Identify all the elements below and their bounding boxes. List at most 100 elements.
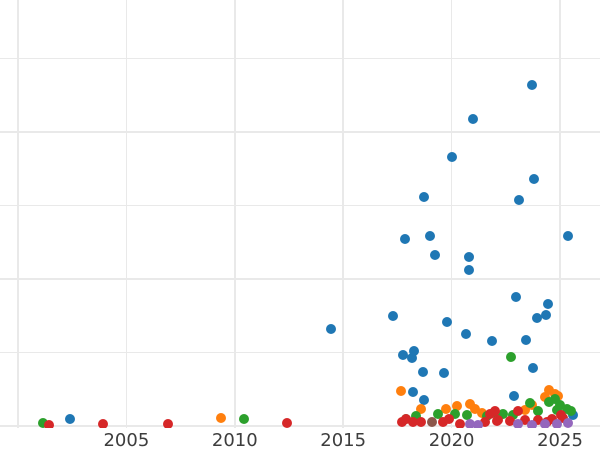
data-point-orange	[216, 412, 227, 423]
horizontal-gridline	[0, 204, 600, 207]
data-point-red	[533, 415, 544, 426]
data-point-blue	[424, 230, 435, 241]
data-point-blue	[463, 265, 474, 276]
x-tick-label: 2010	[211, 430, 258, 450]
data-point-purple	[526, 419, 537, 428]
data-point-green	[498, 408, 509, 419]
data-point-blue	[419, 192, 430, 203]
data-point-orange	[416, 404, 427, 415]
data-point-blue	[442, 317, 453, 328]
data-point-purple	[563, 418, 574, 428]
data-point-blue	[398, 349, 409, 360]
data-point-green	[37, 418, 48, 428]
horizontal-gridline	[0, 425, 600, 427]
data-point-green	[461, 409, 472, 420]
data-point-blue	[463, 251, 474, 262]
data-point-green	[411, 411, 422, 422]
data-point-red	[546, 413, 557, 424]
plot-area	[0, 0, 600, 428]
data-point-red	[520, 415, 531, 426]
data-point-red	[98, 418, 109, 428]
data-point-red	[454, 418, 465, 428]
data-point-red	[282, 418, 293, 428]
data-point-green	[555, 400, 565, 411]
data-point-blue	[526, 79, 537, 90]
data-point-blue	[509, 390, 520, 401]
data-point-green	[533, 406, 544, 417]
data-point-blue	[407, 353, 418, 364]
data-point-blue	[531, 312, 542, 323]
vertical-gridline	[234, 0, 236, 428]
vertical-gridline	[342, 0, 344, 428]
horizontal-gridline	[0, 131, 600, 133]
data-point-orange	[520, 404, 531, 415]
data-point-blue	[439, 368, 450, 379]
data-point-green	[544, 396, 555, 407]
data-point-purple	[465, 418, 476, 428]
data-point-red	[437, 417, 448, 428]
data-point-red	[44, 419, 55, 428]
data-point-blue	[540, 310, 551, 320]
data-point-orange	[440, 404, 451, 415]
data-point-brown	[427, 416, 438, 427]
data-point-green	[508, 409, 519, 420]
data-point-blue	[399, 234, 410, 245]
data-point-green	[239, 414, 250, 425]
data-point-red	[493, 415, 504, 426]
x-tick-label: 2005	[103, 430, 150, 450]
data-point-orange	[451, 401, 462, 412]
data-point-blue	[408, 387, 419, 398]
data-point-blue	[563, 230, 574, 241]
data-point-orange	[465, 398, 476, 409]
vertical-gridline	[450, 0, 453, 428]
horizontal-gridline	[0, 57, 600, 60]
data-point-green	[525, 398, 536, 409]
data-point-blue	[528, 174, 539, 185]
x-tick-label: 2020	[428, 430, 475, 450]
horizontal-gridline	[0, 278, 600, 280]
data-point-orange	[544, 384, 555, 395]
data-point-orange	[470, 404, 480, 415]
data-point-purple	[473, 420, 484, 428]
data-point-red	[504, 415, 515, 426]
data-point-blue	[460, 329, 471, 340]
data-point-blue	[510, 291, 521, 302]
data-point-blue	[520, 335, 531, 345]
data-point-blue	[486, 335, 497, 346]
data-point-blue	[467, 113, 478, 124]
horizontal-gridline	[0, 351, 600, 354]
data-point-red	[489, 406, 500, 417]
data-point-blue	[418, 395, 429, 406]
data-point-purple	[551, 418, 562, 428]
data-point-red	[513, 406, 524, 417]
data-point-blue	[64, 414, 75, 425]
data-point-blue	[417, 367, 428, 378]
data-point-blue	[542, 298, 553, 309]
data-point-blue	[514, 195, 525, 206]
x-tick-label: 2025	[537, 430, 583, 450]
data-point-blue	[446, 151, 457, 162]
data-point-red	[558, 412, 569, 423]
data-point-blue	[528, 362, 539, 373]
data-point-purple	[513, 418, 524, 428]
data-point-orange	[395, 385, 406, 396]
data-point-red	[416, 416, 427, 427]
data-point-red	[484, 409, 495, 420]
data-point-green	[432, 409, 443, 420]
data-point-red	[400, 413, 411, 424]
data-point-green	[449, 409, 460, 420]
data-point-red	[444, 413, 455, 424]
x-tick-label: 2015	[320, 430, 367, 450]
data-point-green	[551, 404, 562, 415]
vertical-gridline	[125, 0, 128, 428]
data-point-blue	[429, 249, 440, 260]
data-point-red	[479, 417, 490, 428]
data-point-purple	[540, 418, 551, 428]
vertical-gridline	[559, 0, 561, 428]
data-point-green	[506, 351, 516, 362]
data-point-blue	[409, 346, 420, 357]
vertical-gridline	[17, 0, 19, 428]
data-point-green	[550, 393, 560, 404]
data-point-blue	[326, 323, 337, 334]
